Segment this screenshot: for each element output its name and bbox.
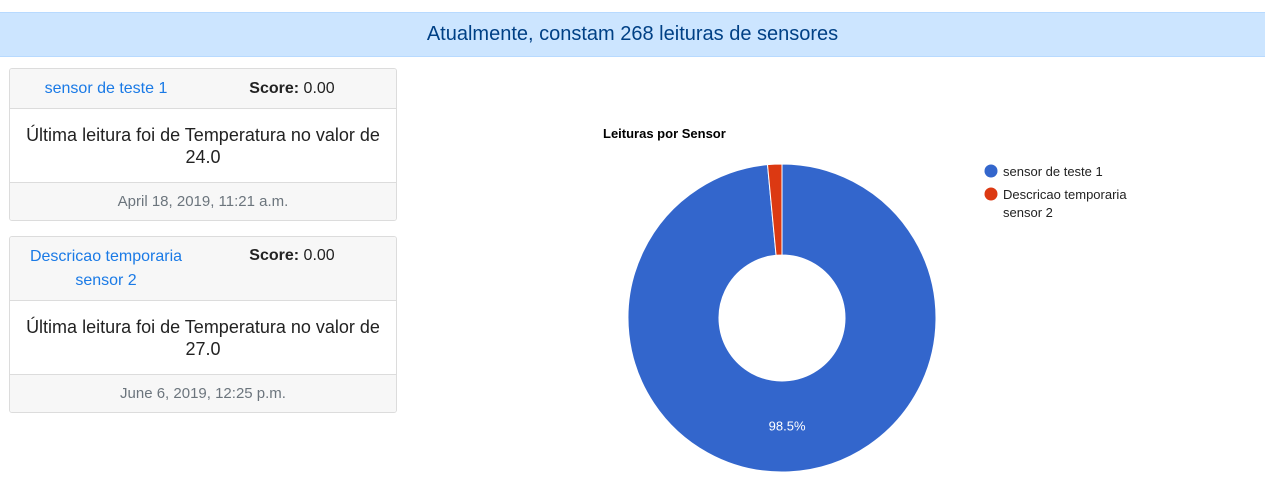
pie-slice[interactable] xyxy=(627,163,937,473)
reading-timestamp: April 18, 2019, 11:21 a.m. xyxy=(10,183,396,220)
sensor-card: Descricao temporaria sensor 2 Score: 0.0… xyxy=(9,236,397,413)
sensor-card-header: Descricao temporaria sensor 2 Score: 0.0… xyxy=(10,237,396,301)
reading-timestamp: June 6, 2019, 12:25 p.m. xyxy=(10,375,396,412)
score-value: 0.00 xyxy=(303,79,335,97)
pie-slice[interactable] xyxy=(766,163,783,256)
legend-label: Descricao temporaria sensor 2 xyxy=(1003,187,1127,220)
readings-per-sensor-chart: Leituras por Sensor 98.5% sensor de test… xyxy=(603,126,1128,473)
legend-marker xyxy=(984,164,998,178)
legend-label: sensor de teste 1 xyxy=(1003,164,1103,179)
readings-count-banner: Atualmente, constam 268 leituras de sens… xyxy=(0,12,1265,57)
legend-item[interactable]: sensor de teste 1 xyxy=(984,164,1103,179)
score-label: Score: xyxy=(249,79,300,97)
last-reading-text: Última leitura foi de Temperatura no val… xyxy=(10,301,396,375)
sensor-score: Score: 0.00 xyxy=(202,237,382,265)
sensor-name-link[interactable]: Descricao temporaria sensor 2 xyxy=(29,247,183,289)
last-reading-text: Última leitura foi de Temperatura no val… xyxy=(10,109,396,183)
slice-data-label: 98.5% xyxy=(769,418,806,433)
legend-marker xyxy=(984,187,998,201)
score-value: 0.00 xyxy=(303,247,335,264)
chart-title: Leituras por Sensor xyxy=(603,126,726,141)
sensor-card: sensor de teste 1 Score: 0.00 Última lei… xyxy=(9,68,397,221)
score-label: Score: xyxy=(249,247,300,264)
legend-item[interactable]: Descricao temporaria sensor 2 xyxy=(984,187,1128,220)
sensor-score: Score: 0.00 xyxy=(202,80,382,98)
sensor-name-link[interactable]: sensor de teste 1 xyxy=(44,79,168,97)
banner-text: Atualmente, constam 268 leituras de sens… xyxy=(426,23,839,45)
sensor-card-header: sensor de teste 1 Score: 0.00 xyxy=(10,69,396,109)
